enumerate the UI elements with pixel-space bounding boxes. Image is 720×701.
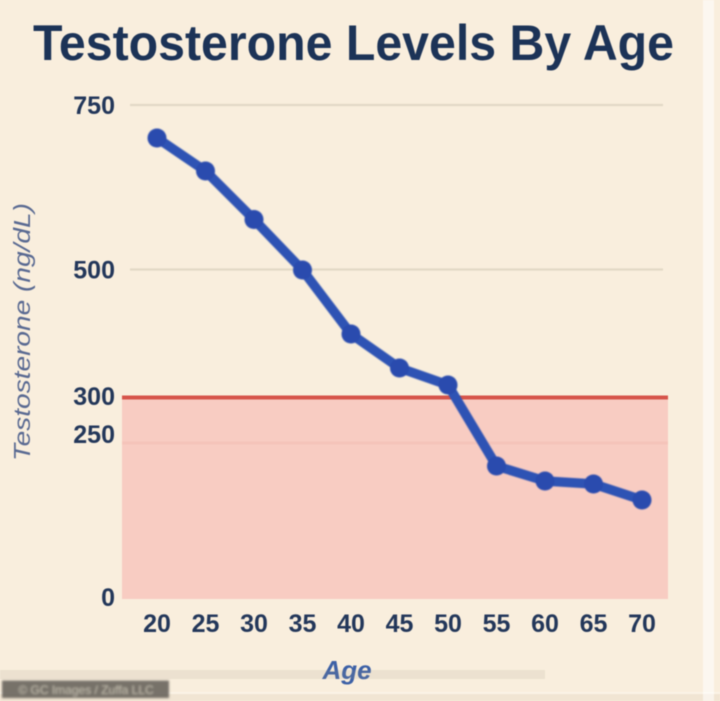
svg-text:Testosterone (ng/dL): Testosterone (ng/dL)	[9, 203, 35, 461]
svg-text:500: 500	[73, 257, 115, 285]
svg-text:65: 65	[580, 610, 608, 638]
svg-text:60: 60	[531, 610, 559, 638]
svg-text:250: 250	[73, 421, 115, 449]
svg-text:70: 70	[628, 610, 656, 638]
svg-text:40: 40	[337, 610, 365, 638]
svg-text:55: 55	[483, 610, 511, 638]
svg-text:Age: Age	[321, 655, 371, 685]
svg-text:25: 25	[192, 610, 220, 638]
svg-text:750: 750	[73, 92, 115, 120]
svg-text:30: 30	[240, 610, 268, 638]
svg-text:20: 20	[143, 610, 171, 638]
svg-text:0: 0	[101, 584, 115, 612]
svg-text:35: 35	[289, 610, 317, 638]
svg-text:Testosterone Levels By Age: Testosterone Levels By Age	[33, 15, 674, 71]
svg-text:© GC Images / Zuffa LLC: © GC Images / Zuffa LLC	[18, 683, 154, 697]
svg-text:45: 45	[386, 610, 414, 638]
svg-text:300: 300	[73, 383, 115, 411]
svg-text:50: 50	[434, 610, 462, 638]
